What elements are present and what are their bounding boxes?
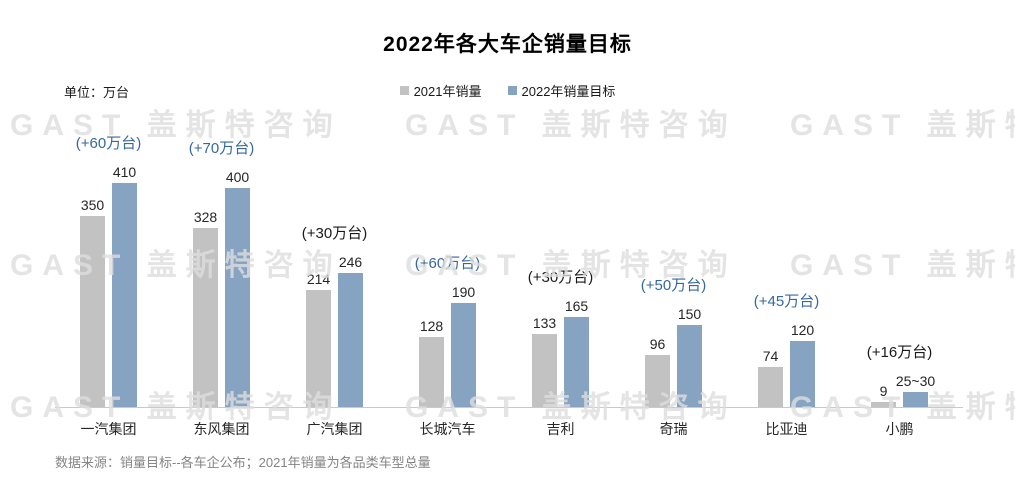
- category-label-6: 奇瑞: [659, 421, 688, 437]
- value-label-2021-8: 9: [879, 383, 888, 399]
- value-label-2021-6: 96: [649, 336, 666, 352]
- bar-2021-1: [80, 216, 105, 407]
- value-label-2021-1: 350: [80, 197, 105, 213]
- value-label-2022-7: 120: [790, 322, 815, 338]
- legend-label-2022: 2022年销量目标: [521, 84, 616, 99]
- value-label-2021-2: 328: [193, 209, 218, 225]
- category-label-8: 小鹏: [885, 421, 914, 437]
- legend-item-2021: 2021年销量: [399, 81, 482, 100]
- bar-2021-3: [306, 290, 331, 407]
- category-label-3: 广汽集团: [306, 421, 363, 437]
- value-label-2021-5: 133: [532, 315, 557, 331]
- gain-annotation-5: (+30万台): [527, 269, 594, 286]
- gain-annotation-4: (+60万台): [414, 255, 481, 272]
- bar-2022-7: [790, 341, 815, 407]
- gain-annotation-2: (+70万台): [188, 140, 255, 157]
- category-label-5: 吉利: [546, 421, 575, 437]
- bar-2021-8: [871, 402, 896, 407]
- gain-annotation-7: (+45万台): [753, 293, 820, 310]
- bar-2022-3: [338, 273, 363, 407]
- legend-swatch-2022: [507, 86, 517, 95]
- bar-2022-2: [225, 188, 250, 407]
- chart-title: 2022年各大车企销量目标: [383, 33, 632, 56]
- category-label-7: 比亚迪: [765, 421, 808, 437]
- bar-2021-7: [758, 367, 783, 407]
- gain-annotation-8: (+16万台): [866, 344, 933, 361]
- bar-2021-6: [645, 355, 670, 407]
- gain-annotation-1: (+60万台): [75, 135, 142, 152]
- category-label-2: 东风集团: [193, 421, 250, 437]
- value-label-2022-5: 165: [564, 298, 589, 314]
- bar-2021-5: [532, 334, 557, 407]
- legend-swatch-2021: [399, 86, 409, 95]
- bar-2021-2: [193, 228, 218, 407]
- bar-2022-1: [112, 183, 137, 407]
- unit-label: 单位：万台: [64, 85, 130, 100]
- value-label-2022-2: 400: [225, 169, 250, 185]
- category-label-1: 一汽集团: [80, 421, 137, 437]
- value-label-2022-4: 190: [451, 284, 476, 300]
- category-label-4: 长城汽车: [419, 421, 476, 437]
- gain-annotation-3: (+30万台): [301, 225, 368, 242]
- value-label-2022-3: 246: [338, 254, 363, 270]
- bar-2022-4: [451, 303, 476, 407]
- bar-2021-4: [419, 337, 444, 407]
- legend: 2021年销量 2022年销量目标: [0, 81, 1015, 100]
- value-label-2021-7: 74: [762, 348, 779, 364]
- value-label-2022-1: 410: [112, 164, 137, 180]
- value-label-2022-8: 25~30: [895, 373, 936, 389]
- bar-2022-5: [564, 317, 589, 407]
- legend-item-2022: 2022年销量目标: [507, 81, 616, 100]
- bar-2022-8: [903, 392, 928, 407]
- x-axis-baseline: [55, 407, 963, 408]
- value-label-2021-3: 214: [306, 271, 331, 287]
- legend-label-2021: 2021年销量: [413, 84, 482, 99]
- source-note: 数据来源：销量目标--各车企公布；2021年销量为各品类车型总量: [55, 455, 431, 470]
- gain-annotation-6: (+50万台): [640, 277, 707, 294]
- value-label-2021-4: 128: [419, 318, 444, 334]
- bar-2022-6: [677, 325, 702, 407]
- value-label-2022-6: 150: [677, 306, 702, 322]
